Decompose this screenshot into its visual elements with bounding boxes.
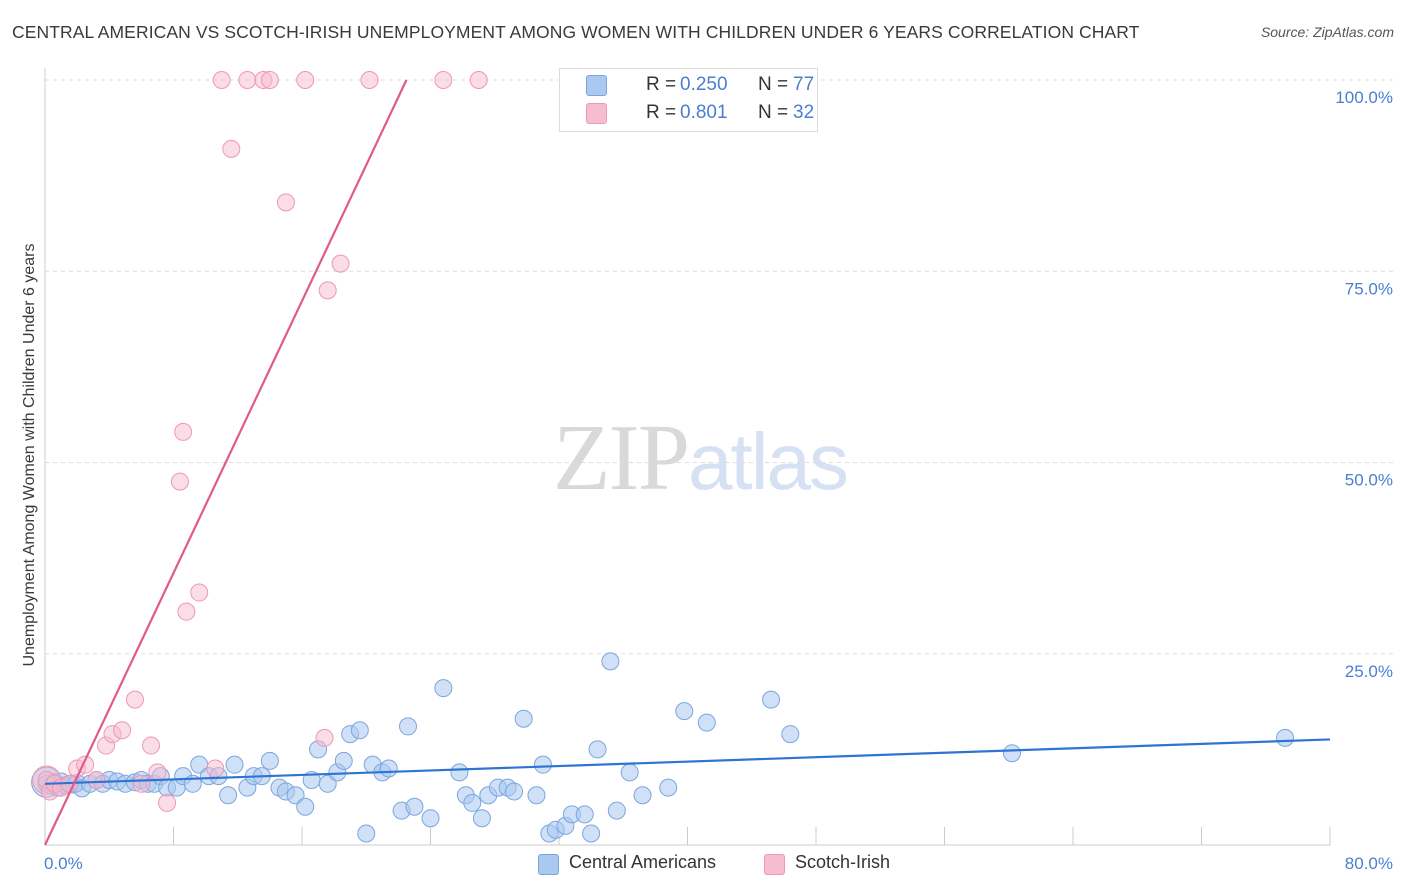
central-americans-point: [350, 721, 369, 740]
scotch-irish-point: [360, 71, 379, 89]
central-americans-point: [505, 782, 524, 801]
legend-n-label: N =: [758, 74, 789, 95]
scotch-irish-points: [32, 71, 488, 812]
central-americans-point: [463, 793, 482, 812]
central-americans-point: [379, 759, 398, 778]
bottom-legend-label: Central Americans: [569, 852, 717, 872]
x-tick-label: 80.0%: [1345, 854, 1393, 873]
central-americans-point: [762, 690, 781, 709]
central-americans-trend-line: [44, 738, 1331, 785]
central-americans-point: [357, 824, 376, 843]
scotch-irish-point: [148, 763, 167, 782]
y-tick-label: 100.0%: [1335, 88, 1393, 107]
central-americans-point: [472, 809, 491, 828]
scotch-irish-point: [212, 71, 231, 89]
scotch-irish-point: [87, 770, 106, 789]
central-americans-point: [1276, 728, 1295, 747]
watermark: ZIPatlas: [553, 403, 849, 512]
central-americans-point: [514, 709, 533, 728]
scotch-irish-point: [318, 281, 337, 300]
central-americans-point: [421, 809, 440, 828]
central-americans-point: [575, 805, 594, 824]
central-americans-point: [318, 774, 337, 793]
central-americans-point: [588, 740, 607, 759]
y-tick-label: 50.0%: [1345, 471, 1393, 490]
central-americans-point: [582, 824, 601, 843]
scotch-irish-point: [142, 736, 161, 755]
central-americans-point: [675, 702, 694, 721]
trend-lines: [44, 79, 1331, 846]
central-americans-points: [31, 652, 1295, 843]
x-tick-label: 0.0%: [44, 854, 83, 873]
central-americans-point: [633, 786, 652, 805]
y-axis-title: Unemployment Among Women with Children U…: [21, 243, 38, 666]
central-americans-point: [260, 751, 279, 770]
scotch-irish-point: [315, 728, 334, 747]
scotch-irish-point: [206, 759, 225, 778]
scotch-irish-point: [434, 71, 453, 89]
legend-swatch-pink: [586, 102, 607, 124]
legend-n-value: 77: [793, 74, 815, 95]
scotch-irish-point: [177, 602, 196, 621]
y-tick-label: 25.0%: [1345, 662, 1393, 681]
scotch-irish-point: [132, 774, 151, 793]
scotch-irish-point: [158, 793, 177, 812]
legend-n-value: 32: [793, 102, 815, 123]
scotch-irish-trend-line: [44, 79, 408, 846]
bottom-legend-swatch-pink: [764, 854, 785, 875]
central-americans-point: [405, 797, 424, 816]
axes: [44, 68, 1331, 846]
central-americans-point: [225, 755, 244, 774]
y-tick-label: 75.0%: [1345, 279, 1393, 298]
central-americans-point: [620, 763, 639, 782]
scotch-irish-point: [125, 690, 144, 709]
source-label: Source: ZipAtlas.com: [1260, 24, 1394, 40]
central-americans-point: [601, 652, 620, 671]
watermark-atlas: atlas: [688, 417, 849, 506]
scotch-irish-point: [276, 193, 295, 212]
scotch-irish-point: [113, 721, 132, 740]
central-americans-point: [697, 713, 716, 732]
central-americans-point: [781, 725, 800, 744]
legend-r-value: 0.801: [680, 102, 728, 123]
central-americans-point: [286, 786, 305, 805]
central-americans-point: [659, 778, 678, 797]
scotch-irish-point: [190, 583, 209, 602]
central-americans-point: [1002, 744, 1021, 763]
central-americans-point: [296, 797, 315, 816]
legend-r-label: R =: [646, 102, 677, 123]
bottom-legend-label: Scotch-Irish: [795, 852, 891, 872]
grid-lines: [45, 79, 1395, 655]
axis-labels: 25.0% 50.0% 75.0% 100.0% 0.0% 80.0% Unemployme…: [21, 88, 1393, 873]
bottom-legend-swatch-blue: [538, 854, 559, 875]
scotch-irish-point: [469, 71, 488, 89]
scotch-irish-point: [296, 71, 315, 89]
scotch-irish-point: [260, 71, 279, 89]
central-americans-point: [219, 786, 238, 805]
central-americans-point: [399, 717, 418, 736]
legend-r-value: 0.250: [680, 74, 728, 95]
central-americans-point: [434, 679, 453, 698]
scotch-irish-point: [222, 139, 241, 158]
scotch-irish-point: [331, 254, 350, 273]
legend-r-label: R =: [646, 74, 677, 95]
central-americans-point: [450, 763, 469, 782]
central-americans-point: [533, 755, 552, 774]
legend-swatch-blue: [586, 74, 607, 96]
watermark-zip: ZIP: [553, 406, 690, 510]
scotch-irish-point: [238, 71, 257, 89]
central-americans-point: [607, 801, 626, 820]
scotch-irish-point: [174, 422, 193, 441]
stats-legend: R = 0.250 N = 77 R = 0.801 N = 32: [559, 68, 818, 132]
central-americans-point: [334, 751, 353, 770]
central-americans-point: [527, 786, 546, 805]
legend-n-label: N =: [758, 102, 789, 123]
scotch-irish-point: [170, 472, 189, 491]
chart-title: CENTRAL AMERICAN VS SCOTCH-IRISH UNEMPLO…: [12, 22, 1140, 42]
